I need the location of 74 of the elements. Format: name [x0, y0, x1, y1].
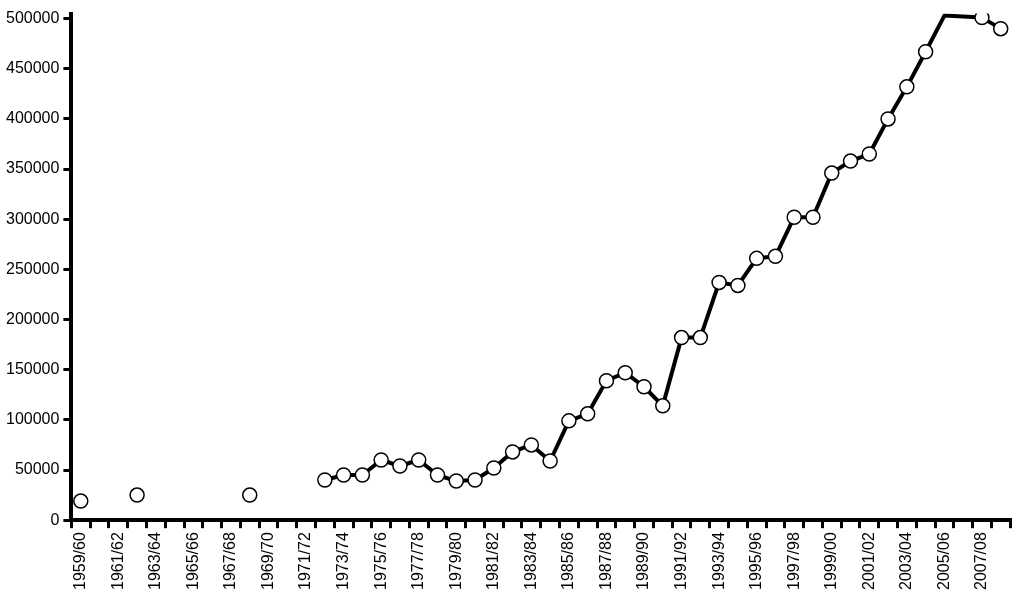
x-tick-label: 1965/66: [183, 532, 201, 591]
point: [655, 398, 671, 414]
point: [373, 452, 389, 468]
point: [486, 460, 502, 476]
y-tick-label: 450000: [6, 59, 60, 77]
point: [317, 472, 333, 488]
point: [636, 379, 652, 395]
point: [899, 79, 915, 95]
x-tick-label: 1975/76: [371, 532, 389, 591]
x-tick-label: 2007/08: [972, 532, 990, 591]
point: [974, 13, 990, 26]
x-tick-label: 1987/88: [596, 532, 614, 591]
point: [824, 165, 840, 181]
x-tick-label: 1995/96: [747, 532, 765, 591]
y-tick-label: 350000: [6, 159, 60, 177]
y-tick-label: 400000: [6, 109, 60, 127]
x-tick-label: 1967/68: [221, 532, 239, 591]
x-tick-label: 1981/82: [484, 532, 502, 591]
point: [392, 458, 408, 474]
point: [673, 329, 690, 346]
x-tick-label: 2001/02: [859, 532, 877, 591]
point: [335, 467, 352, 483]
point: [786, 209, 802, 225]
x-tick-label: 1999/00: [822, 532, 840, 591]
x-tick-label: 2005/06: [934, 532, 952, 591]
x-tick-label: 1989/90: [634, 532, 652, 591]
point: [861, 146, 878, 162]
x-tick-label: 1977/78: [409, 532, 427, 591]
point: [748, 250, 765, 267]
y-tick-label: 200000: [6, 309, 60, 327]
point: [429, 467, 446, 483]
x-tick-label: 1983/84: [521, 532, 539, 591]
point: [805, 209, 821, 225]
point: [410, 452, 427, 468]
y-tick-label: 300000: [6, 209, 60, 227]
point: [692, 329, 709, 346]
x-tick-label: 1973/74: [334, 532, 352, 591]
x-tick-label: 2003/04: [897, 532, 915, 591]
x-tick-label: 1979/80: [446, 532, 464, 591]
x-tick-label: 1969/70: [258, 532, 276, 591]
point: [579, 406, 596, 422]
point: [542, 453, 558, 469]
x-tick-label: 1971/72: [296, 532, 314, 591]
point: [523, 437, 540, 453]
point: [842, 153, 859, 169]
point: [992, 20, 1009, 37]
point: [730, 277, 746, 294]
point: [767, 248, 784, 265]
point: [467, 472, 483, 488]
x-tick-label: 1993/94: [709, 532, 727, 591]
y-tick-label: 0: [50, 510, 60, 528]
point: [504, 444, 521, 460]
x-tick-label: 1991/92: [671, 532, 689, 591]
point: [448, 473, 465, 489]
point: [711, 274, 727, 291]
point: [617, 364, 633, 381]
point: [73, 493, 89, 509]
point: [561, 413, 577, 429]
y-tick-label: 50000: [14, 460, 60, 478]
point: [354, 467, 371, 483]
point: [917, 43, 934, 60]
x-tick-label: 1997/98: [784, 532, 802, 591]
point: [598, 372, 615, 389]
y-tick-label: 100000: [6, 410, 60, 428]
y-tick-label: 250000: [6, 259, 60, 277]
y-tick-label: 150000: [6, 360, 60, 378]
x-tick-label: 1961/62: [108, 532, 126, 591]
x-tick-label: 1963/64: [146, 532, 164, 591]
point: [129, 487, 145, 503]
point: [880, 111, 896, 127]
x-tick-label: 1959/60: [71, 532, 89, 591]
point: [242, 487, 258, 503]
x-tick-label: 1985/86: [559, 532, 577, 591]
y-tick-label: 500000: [6, 9, 60, 27]
